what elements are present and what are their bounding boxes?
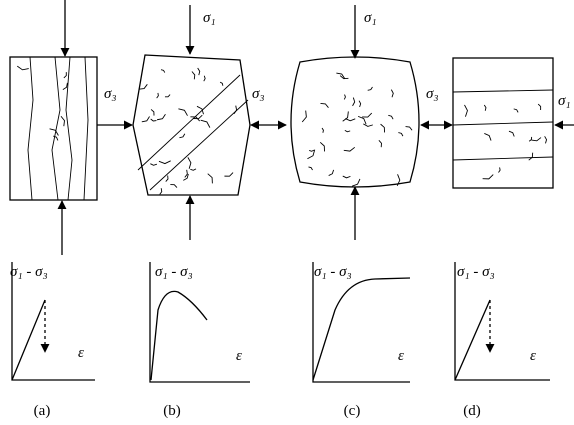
y-axis-label: σ₁ - σ₃	[155, 264, 193, 280]
crack	[170, 185, 177, 188]
caption: (a)	[34, 403, 51, 419]
crack	[220, 82, 223, 86]
crack	[344, 95, 345, 100]
crack	[308, 167, 312, 170]
crack	[484, 105, 486, 111]
crack	[538, 104, 540, 110]
crack	[344, 147, 355, 151]
stress-strain-graphs	[12, 262, 550, 382]
crack	[50, 129, 59, 136]
confining-label: σ₃	[104, 86, 117, 102]
crack	[183, 174, 188, 180]
crack	[151, 109, 154, 115]
y-axis-label: σ₁ - σ₃	[457, 264, 495, 280]
specimen-a	[10, 57, 97, 200]
crack	[381, 124, 385, 132]
crack	[464, 105, 467, 117]
load-arrows	[62, 0, 574, 255]
crack	[345, 119, 355, 121]
crack	[531, 138, 540, 141]
crack	[204, 76, 205, 81]
crack	[185, 170, 188, 178]
crack	[498, 167, 500, 172]
x-axis-label: ε	[398, 348, 404, 364]
y-axis-label: σ₁ - σ₃	[10, 264, 48, 280]
crack	[160, 188, 162, 194]
crack	[359, 101, 361, 107]
crack	[188, 157, 191, 168]
axial-label: σ₁	[364, 10, 377, 26]
x-axis-label: ε	[236, 348, 242, 364]
crack	[343, 176, 351, 178]
crack	[179, 134, 184, 138]
crack	[224, 173, 233, 177]
specimen-b	[133, 55, 250, 195]
y-axis-label: σ₁ - σ₃	[314, 264, 352, 280]
crack	[151, 119, 157, 121]
crack	[178, 109, 187, 116]
crack	[529, 137, 532, 141]
crack	[159, 161, 171, 164]
crack	[150, 164, 157, 166]
crack	[197, 106, 204, 114]
crack	[320, 103, 328, 107]
x-axis-label: ε	[78, 345, 84, 361]
crack	[302, 111, 306, 122]
crack	[362, 113, 372, 117]
crack	[514, 109, 518, 113]
crack	[368, 87, 373, 90]
crack	[157, 114, 165, 120]
crack	[208, 174, 213, 184]
crack	[484, 133, 491, 140]
crack	[190, 169, 196, 170]
crack	[398, 133, 403, 137]
crack	[509, 131, 514, 136]
crack	[322, 128, 323, 133]
crack	[483, 175, 494, 179]
caption: (b)	[163, 403, 181, 419]
crack	[309, 150, 314, 151]
crack	[17, 66, 28, 70]
crack	[529, 153, 533, 161]
crack	[388, 115, 393, 119]
crack	[545, 136, 547, 143]
crack	[198, 68, 200, 75]
caption: (d)	[463, 403, 481, 419]
crack	[161, 70, 165, 73]
crack	[142, 117, 150, 122]
crack	[363, 124, 373, 127]
figure: σ₃ σ₁ σ₃ σ₁ σ₃ σ₁ σ₁ - σ₃ ε σ₁ - σ₃ ε σ₁…	[0, 0, 574, 425]
confining-label: σ₃	[252, 86, 265, 102]
axial-label: σ₁	[203, 10, 216, 26]
confining-label: σ₃	[426, 86, 439, 102]
crack	[166, 176, 168, 182]
crack	[157, 93, 159, 98]
crack	[234, 106, 237, 114]
crack	[201, 120, 210, 127]
specimen-d	[453, 58, 553, 188]
crack	[345, 130, 350, 131]
crack	[391, 90, 393, 98]
crack	[358, 116, 366, 124]
crack	[192, 72, 195, 80]
crack	[352, 179, 360, 186]
crack	[63, 83, 68, 90]
axial-label: σ₁	[558, 93, 571, 109]
crack	[165, 95, 170, 97]
crack	[379, 140, 382, 147]
crack	[320, 142, 324, 151]
caption: (c)	[344, 403, 361, 419]
crack	[353, 98, 355, 106]
crack	[61, 116, 65, 126]
crack	[64, 72, 66, 78]
crack	[329, 170, 334, 176]
x-axis-label: ε	[530, 348, 536, 364]
crack	[406, 127, 413, 131]
